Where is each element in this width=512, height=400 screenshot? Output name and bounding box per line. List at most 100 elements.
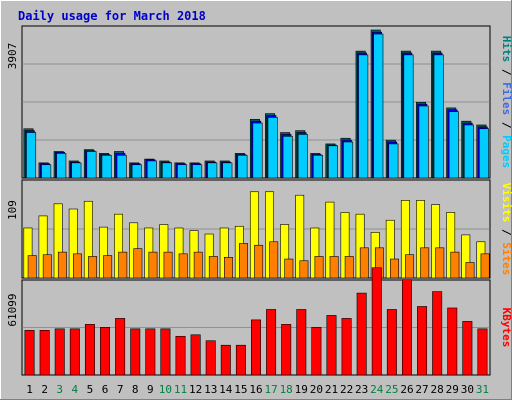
bar-sites-day-undefined [208,256,218,279]
bar-pages-day-2 [41,164,52,179]
day-label: 19 [295,383,308,396]
bar-pages-day-23 [358,54,369,179]
legend-item-visits: Visits [500,183,512,223]
bar-kbytes-day-undefined [462,321,473,376]
day-label: 29 [446,383,459,396]
bar-pages-day-10 [161,162,172,179]
bar-sites-day-undefined [344,256,354,279]
bar-kbytes-day-undefined [145,328,156,376]
bar-sites-day-undefined [390,258,399,279]
day-label: 31 [476,383,489,396]
bar-pages-day-13 [207,162,218,179]
bar-pages-day-27 [418,105,429,179]
bar-sites-day-undefined [465,262,475,279]
bar-sites-day-undefined [239,243,248,279]
bar-sites-day-undefined [193,251,203,279]
legend-item-hits: Hits [500,36,512,63]
y-max-label: 61099 [6,293,19,326]
legend-separator: / [500,222,512,242]
y-max-label: 109 [6,200,19,220]
day-label: 23 [355,383,368,396]
bar-sites-day-undefined [480,253,490,279]
bar-pages-day-9 [146,160,157,179]
bar-kbytes-day-undefined [24,330,35,376]
bar-sites-day-undefined [314,256,324,279]
bar-kbytes-day-undefined [296,309,307,376]
bar-pages-day-31 [479,128,489,179]
bar-kbytes-day-undefined [130,328,141,376]
legend-item-files: Files [500,82,512,115]
bar-sites-day-undefined [133,248,143,279]
day-label: 18 [280,383,293,396]
bar-kbytes-day-undefined [447,307,458,376]
bar-pages-day-7 [116,154,127,179]
day-label: 22 [340,383,353,396]
bar-kbytes-day-undefined [432,291,443,376]
day-label: 16 [249,383,262,396]
bar-pages-day-29 [448,111,459,179]
bar-sites-day-undefined [359,247,369,279]
day-label: 4 [72,383,79,396]
bar-sites-day-undefined [284,258,294,279]
bar-sites-day-undefined [57,251,67,279]
bar-pages-day-28 [433,54,444,179]
bar-kbytes-day-undefined [115,318,126,376]
day-label: 17 [264,383,277,396]
day-label: 1 [26,383,33,396]
bar-kbytes-day-undefined [251,319,261,376]
bar-kbytes-day-undefined [266,309,277,376]
bar-sites-day-undefined [42,254,52,279]
bar-kbytes-day-undefined [281,324,292,376]
day-label: 5 [87,383,94,396]
bar-kbytes-day-undefined [417,306,428,376]
day-label: 21 [325,383,338,396]
bar-sites-day-undefined [405,254,415,279]
day-label: 30 [461,383,474,396]
bar-pages-day-22 [343,141,354,179]
bar-kbytes-day-undefined [160,328,171,376]
day-label: 6 [102,383,109,396]
bar-sites-day-undefined [299,260,309,279]
bar-pages-day-8 [131,164,142,179]
bar-kbytes-day-undefined [341,318,352,376]
bar-pages-day-25 [388,143,399,179]
bar-kbytes-day-undefined [477,328,488,376]
legend-separator: / [500,62,512,82]
panel-sites-visits: 109 Visits / Sites [6,179,512,279]
x-axis-day-labels: 1 2 3 4 5 6 7 8 9 10 11 12 13 14 15 16 17 18 19 20 21 22 23 24 2… [26,383,489,396]
bar-sites-day-undefined [420,247,430,279]
bar-pages-day-16 [252,122,263,179]
bar-kbytes-day-undefined [190,334,201,376]
day-label: 8 [132,383,139,396]
bar-sites-day-undefined [224,256,233,279]
bar-kbytes-day-undefined [311,327,322,376]
bar-pages-day-19 [297,134,308,179]
day-label: 9 [147,383,154,396]
y-max-label: 3907 [6,43,19,70]
bar-pages-day-17 [267,117,278,179]
bar-sites-day-undefined [88,256,98,279]
day-label: 26 [400,383,413,396]
bar-pages-day-4 [71,162,82,179]
bar-sites-day-undefined [103,255,113,279]
panel-pages-files-hits: 3907 Hits / Files / Pages [6,25,512,179]
bar-kbytes-day-undefined [371,267,382,376]
legend: KBytes [500,308,512,348]
day-label: 25 [385,383,398,396]
legend-item-sites: Sites [500,242,512,275]
bar-sites-day-undefined [118,251,128,279]
bar-kbytes-day-undefined [175,335,186,376]
day-label: 27 [415,383,428,396]
day-label: 3 [56,383,63,396]
bar-sites-day-undefined [73,253,82,279]
bar-pages-day-21 [328,145,339,179]
day-label: 2 [41,383,48,396]
bar-sites-day-undefined [450,251,460,279]
bar-sites-day-undefined [329,256,339,279]
day-label: 11 [174,383,187,396]
bar-kbytes-day-undefined [326,315,337,376]
bar-kbytes-day-undefined [69,328,80,376]
bar-pages-day-30 [463,124,474,179]
bar-pages-day-11 [177,164,188,179]
